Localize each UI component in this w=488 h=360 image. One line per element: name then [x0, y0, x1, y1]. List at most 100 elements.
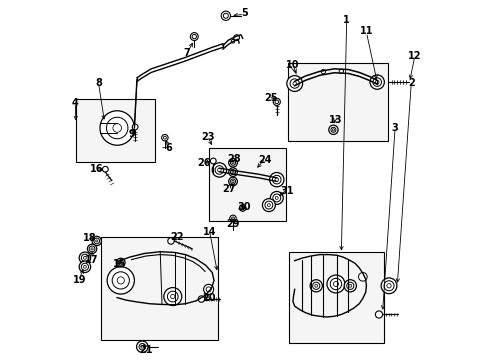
Circle shape: [192, 35, 196, 39]
Circle shape: [375, 80, 378, 84]
Circle shape: [231, 217, 234, 220]
Circle shape: [81, 254, 88, 261]
Circle shape: [203, 284, 213, 294]
Circle shape: [112, 272, 129, 289]
Circle shape: [344, 280, 356, 292]
Text: 1: 1: [343, 15, 349, 26]
Circle shape: [96, 240, 98, 242]
Text: 10: 10: [285, 60, 299, 70]
Text: 18: 18: [82, 233, 96, 243]
Text: 11: 11: [359, 26, 372, 36]
Circle shape: [132, 124, 138, 130]
Circle shape: [369, 75, 384, 89]
Circle shape: [262, 199, 275, 212]
Circle shape: [286, 76, 302, 91]
Bar: [287, 63, 387, 140]
Text: 9: 9: [128, 130, 135, 139]
Circle shape: [223, 13, 228, 18]
Circle shape: [141, 345, 143, 348]
Circle shape: [332, 129, 334, 131]
Text: 3: 3: [391, 123, 398, 133]
Circle shape: [312, 282, 319, 289]
Circle shape: [272, 194, 280, 202]
Circle shape: [120, 261, 122, 264]
Circle shape: [292, 82, 296, 85]
Circle shape: [239, 205, 245, 211]
Circle shape: [230, 170, 235, 175]
Circle shape: [79, 252, 90, 264]
Circle shape: [228, 158, 237, 167]
Circle shape: [346, 282, 353, 289]
Circle shape: [326, 275, 344, 293]
Circle shape: [118, 260, 123, 265]
Text: 21: 21: [139, 345, 152, 355]
Circle shape: [269, 172, 284, 187]
Circle shape: [81, 263, 88, 270]
Circle shape: [102, 166, 108, 172]
Circle shape: [329, 278, 341, 290]
Circle shape: [383, 281, 393, 291]
Text: 24: 24: [258, 155, 271, 165]
Circle shape: [116, 258, 125, 267]
Circle shape: [264, 201, 272, 209]
Circle shape: [386, 284, 390, 288]
Circle shape: [100, 111, 134, 145]
Circle shape: [167, 238, 174, 244]
Circle shape: [358, 273, 366, 281]
Text: 23: 23: [201, 132, 214, 142]
Circle shape: [228, 177, 237, 186]
Text: 29: 29: [226, 219, 239, 229]
Circle shape: [289, 79, 299, 88]
Circle shape: [328, 125, 337, 134]
Text: 4: 4: [72, 98, 79, 108]
Circle shape: [228, 168, 237, 176]
Circle shape: [275, 197, 278, 199]
Circle shape: [107, 267, 134, 294]
Text: 27: 27: [222, 184, 236, 194]
Text: 15: 15: [113, 259, 126, 269]
Circle shape: [270, 192, 283, 204]
Circle shape: [139, 343, 145, 350]
Circle shape: [272, 175, 281, 184]
Text: 30: 30: [237, 202, 250, 212]
Circle shape: [321, 69, 325, 74]
Circle shape: [89, 246, 95, 252]
Text: 12: 12: [407, 51, 421, 61]
Text: 2: 2: [407, 78, 414, 88]
Text: 17: 17: [85, 255, 99, 265]
Circle shape: [83, 265, 86, 268]
Text: 26: 26: [197, 158, 211, 168]
Text: 31: 31: [280, 186, 293, 197]
Circle shape: [309, 280, 322, 292]
Circle shape: [217, 168, 221, 172]
Circle shape: [230, 179, 235, 184]
Circle shape: [231, 162, 234, 164]
Bar: [76, 99, 155, 162]
Text: 19: 19: [73, 275, 86, 285]
Circle shape: [170, 294, 175, 299]
Circle shape: [87, 244, 97, 253]
Circle shape: [380, 278, 396, 294]
Circle shape: [113, 124, 121, 132]
Circle shape: [163, 288, 182, 306]
Circle shape: [117, 277, 124, 284]
Circle shape: [231, 40, 234, 43]
Circle shape: [231, 171, 234, 173]
Circle shape: [92, 236, 101, 246]
Circle shape: [221, 11, 230, 21]
Circle shape: [314, 284, 317, 287]
Circle shape: [94, 238, 100, 244]
Text: 25: 25: [264, 93, 278, 103]
Circle shape: [162, 134, 168, 141]
Circle shape: [273, 98, 280, 105]
Text: 20: 20: [202, 293, 215, 303]
Bar: [208, 148, 285, 221]
Circle shape: [136, 341, 148, 352]
Text: 14: 14: [202, 227, 216, 237]
Text: 13: 13: [328, 115, 341, 125]
Circle shape: [210, 158, 216, 164]
Circle shape: [206, 287, 211, 292]
Text: 8: 8: [95, 78, 102, 88]
Circle shape: [339, 69, 343, 73]
Circle shape: [241, 206, 244, 210]
